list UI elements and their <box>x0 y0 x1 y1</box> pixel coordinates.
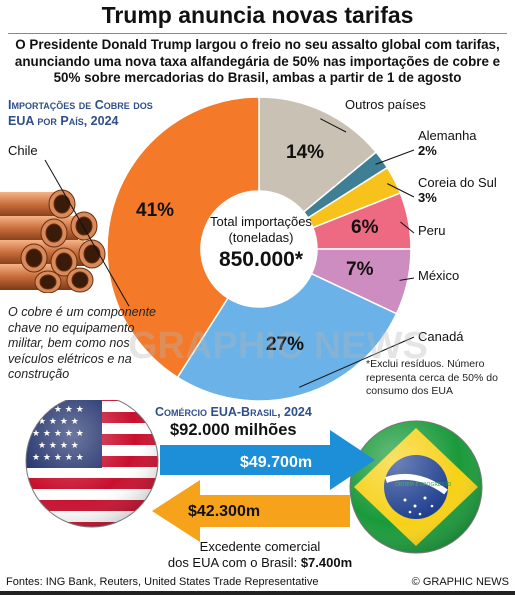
surplus-value: $7.400m <box>300 555 353 570</box>
surplus-line2: dos EUA com o Brasil: $7.400m <box>140 555 380 571</box>
slice-chile <box>106 96 260 379</box>
leader-mexico <box>399 277 415 281</box>
copper-pipes-illustration <box>0 189 106 293</box>
donut-center-label: Total importações (toneladas) <box>186 214 336 246</box>
copper-footnote: *Exclui resíduos. Número representa cerc… <box>366 358 498 397</box>
slice-pct-outros: 14% <box>286 142 325 163</box>
trade-graphic: ★ ★ ★ ★ ★ ★ ★ ★ ★ ★ ★ ★ ★ ★ ★ ★ ★ ★ ★ ★ … <box>25 400 483 554</box>
brazil-flag-globe: ORDEM E PROGRESSO <box>350 421 482 553</box>
donut-leader-lines <box>44 118 415 388</box>
slice-outros-paises <box>258 96 378 214</box>
slice-pct-chile: 41% <box>136 200 175 221</box>
imports-value: $42.300m <box>188 503 261 520</box>
copper-heading-line1: Importações de Cobre dos <box>8 98 153 112</box>
leader-alemanha <box>375 149 415 165</box>
label-peru: Peru <box>418 223 446 238</box>
leader-canada <box>298 336 415 388</box>
copper-note: O cobre é um componente chave no equipam… <box>8 305 156 381</box>
imports-arrow <box>152 480 350 542</box>
donut-center-value: 850.000* <box>218 248 304 271</box>
label-chile: Chile <box>8 143 38 158</box>
label-alemanha: Alemanha <box>418 128 477 143</box>
copper-section-heading: Importações de Cobre dos EUA por País, 2… <box>8 97 153 129</box>
copyright: © GRAPHIC NEWS <box>411 576 509 588</box>
slice-pct-mexico: 7% <box>346 259 374 280</box>
trade-surplus: Excedente comercial dos EUA com o Brasil… <box>140 539 380 571</box>
title-rule <box>8 33 507 34</box>
us-flag-globe: ★ ★ ★ ★ ★ ★ ★ ★ ★ ★ ★ ★ ★ ★ ★ ★ ★ ★ ★ ★ … <box>26 400 158 527</box>
page-title: Trump anuncia novas tarifas <box>101 2 414 28</box>
sources: Fontes: ING Bank, Reuters, United States… <box>6 576 319 588</box>
donut-center-label-line2: (toneladas) <box>228 230 294 245</box>
copper-donut-chart <box>44 96 415 402</box>
exports-value: $49.700m <box>240 454 313 471</box>
leader-coreia-do-sul <box>387 183 415 198</box>
page-subtitle: O Presidente Donald Trump largou o freio… <box>14 37 501 85</box>
pipe-ends <box>20 189 106 293</box>
leader-outros-paises <box>320 118 347 133</box>
slice-pct-peru: 6% <box>351 217 379 238</box>
exports-arrow <box>160 430 375 490</box>
label-outros: Outros países <box>345 97 426 112</box>
brazil-globe-outline <box>349 420 483 554</box>
bottom-rule <box>0 591 515 595</box>
slice-pct-canada: 27% <box>266 334 305 355</box>
leader-peru <box>400 221 415 234</box>
surplus-prefix: dos EUA com o Brasil: <box>167 555 301 570</box>
value-alemanha: 2% <box>418 143 437 158</box>
leader-chile <box>44 159 130 307</box>
label-coreia: Coreia do Sul <box>418 175 497 190</box>
watermark: GRAPHIC NEWS <box>128 325 428 367</box>
label-canada: Canadá <box>418 329 464 344</box>
value-coreia: 3% <box>418 190 437 205</box>
trade-heading: Comércio EUA-Brasil, 2024 <box>155 405 312 419</box>
surplus-line1: Excedente comercial <box>199 539 321 554</box>
label-mexico: México <box>418 268 460 283</box>
donut-center-label-line1: Total importações <box>210 214 312 229</box>
trade-total: $92.000 milhões <box>170 421 297 439</box>
us-globe-outline <box>25 400 159 528</box>
copper-heading-line2: EUA por País, 2024 <box>8 114 119 128</box>
